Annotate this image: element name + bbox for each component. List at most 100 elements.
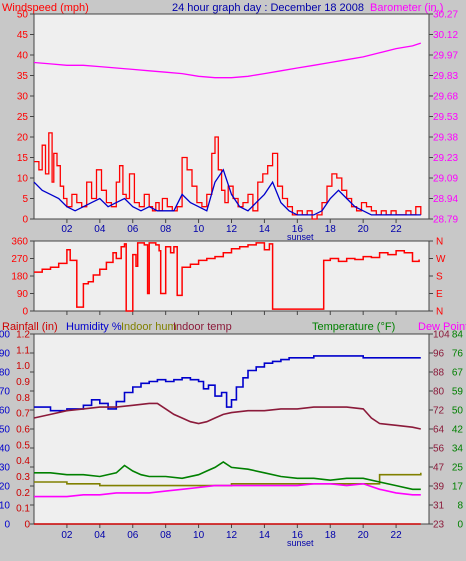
- y-tick-label: 20: [17, 133, 29, 144]
- x-tick-label: 04: [94, 224, 106, 235]
- compass-label: W: [436, 254, 446, 265]
- y-tick-label: 100: [0, 330, 10, 341]
- y-tick-label: 25: [452, 463, 464, 474]
- dew-point-label: Dew Point: [418, 321, 466, 333]
- chart-title: 24 hour graph day : December 18 2008: [172, 2, 364, 14]
- y-tick-label: 10: [0, 501, 10, 512]
- y-tick-label: 29.97: [433, 51, 458, 62]
- series-line: [34, 355, 421, 412]
- compass-label: N: [436, 307, 443, 318]
- y-tick-label: 270: [11, 254, 28, 265]
- y-tick-label: 0: [22, 215, 28, 226]
- y-tick-label: 50: [17, 10, 29, 21]
- y-tick-label: 40: [17, 51, 29, 62]
- x-tick-label: 06: [127, 224, 139, 235]
- y-tick-label: 0.2: [16, 488, 30, 499]
- barometer-label: Barometer (in.): [370, 2, 443, 14]
- y-tick-label: 25: [17, 112, 29, 123]
- y-tick-label: 50: [452, 406, 464, 417]
- y-tick-label: 45: [17, 30, 29, 41]
- y-tick-label: 0.5: [16, 440, 30, 451]
- x-tick-label: 04: [94, 530, 106, 541]
- y-tick-label: 34: [452, 444, 464, 455]
- x-tick-label: 18: [325, 530, 337, 541]
- x-tick-label: 22: [391, 530, 403, 541]
- y-tick-label: 88: [433, 368, 445, 379]
- y-tick-label: 15: [17, 153, 29, 164]
- wind-sunset-label: sunset: [287, 232, 314, 242]
- series-line: [33, 168, 421, 216]
- y-tick-label: 50: [0, 425, 10, 436]
- y-tick-label: 20: [0, 482, 10, 493]
- y-tick-label: 67: [452, 368, 464, 379]
- y-tick-label: 360: [11, 237, 28, 248]
- x-tick-label: 12: [226, 224, 238, 235]
- y-tick-label: 0.3: [16, 472, 30, 483]
- y-tick-label: 23: [433, 520, 445, 531]
- y-tick-label: 0: [4, 520, 10, 531]
- x-tick-label: 20: [358, 530, 370, 541]
- y-tick-label: 29.68: [433, 92, 458, 103]
- x-tick-label: 20: [358, 224, 370, 235]
- y-tick-label: 39: [433, 482, 445, 493]
- y-tick-label: 1.0: [16, 361, 30, 372]
- y-tick-label: 28.79: [433, 215, 458, 226]
- y-tick-label: 29.23: [433, 153, 458, 164]
- y-tick-label: 28.94: [433, 194, 458, 205]
- y-tick-label: 29.38: [433, 133, 458, 144]
- series-line: [34, 460, 421, 491]
- wind-left-label: Windspeed (mph): [2, 2, 89, 14]
- x-tick-label: 10: [193, 224, 205, 235]
- y-tick-label: 84: [452, 330, 464, 341]
- compass-label: E: [436, 289, 443, 300]
- y-tick-label: 17: [452, 482, 464, 493]
- compass-label: N: [436, 237, 443, 248]
- y-tick-label: 0.4: [16, 456, 30, 467]
- x-tick-label: 08: [160, 224, 172, 235]
- y-tick-label: 42: [452, 425, 464, 436]
- x-tick-label: 02: [61, 530, 73, 541]
- y-tick-label: 29.83: [433, 71, 458, 82]
- x-tick-label: 22: [391, 224, 403, 235]
- series-line: [34, 242, 420, 312]
- x-tick-label: 08: [160, 530, 172, 541]
- y-tick-label: 76: [452, 349, 464, 360]
- y-tick-label: 80: [0, 368, 10, 379]
- y-tick-label: 60: [0, 406, 10, 417]
- x-tick-label: 10: [193, 530, 205, 541]
- y-tick-label: 30: [0, 463, 10, 474]
- x-tick-label: 02: [61, 224, 73, 235]
- series-line: [34, 132, 422, 220]
- y-tick-label: 0.1: [16, 504, 30, 515]
- series-line: [33, 42, 422, 79]
- y-tick-label: 30.27: [433, 10, 458, 21]
- y-tick-label: 180: [11, 272, 28, 283]
- y-tick-label: 1.2: [16, 330, 30, 341]
- y-tick-label: 0.6: [16, 425, 30, 436]
- y-tick-label: 5: [22, 194, 28, 205]
- y-tick-label: 30.12: [433, 30, 458, 41]
- y-tick-label: 47: [433, 463, 445, 474]
- y-tick-label: 0.9: [16, 377, 30, 388]
- y-tick-label: 1.1: [16, 345, 30, 356]
- y-tick-label: 29.09: [433, 174, 458, 185]
- y-tick-label: 0: [24, 520, 30, 531]
- series-line: [34, 482, 421, 498]
- y-tick-label: 104: [433, 330, 450, 341]
- y-tick-label: 10: [17, 174, 29, 185]
- y-tick-label: 0.8: [16, 393, 30, 404]
- wind-plot-area: [33, 13, 430, 220]
- x-tick-label: 12: [226, 530, 238, 541]
- y-tick-label: 80: [433, 387, 445, 398]
- y-tick-label: 35: [17, 71, 29, 82]
- multi-plot-area: [33, 333, 430, 525]
- y-tick-label: 0.7: [16, 409, 30, 420]
- compass-label: S: [436, 272, 443, 283]
- x-tick-label: 14: [259, 224, 271, 235]
- multi-sunset-label: sunset: [287, 538, 314, 548]
- y-tick-label: 90: [17, 289, 29, 300]
- series-line: [33, 402, 421, 430]
- y-tick-label: 70: [0, 387, 10, 398]
